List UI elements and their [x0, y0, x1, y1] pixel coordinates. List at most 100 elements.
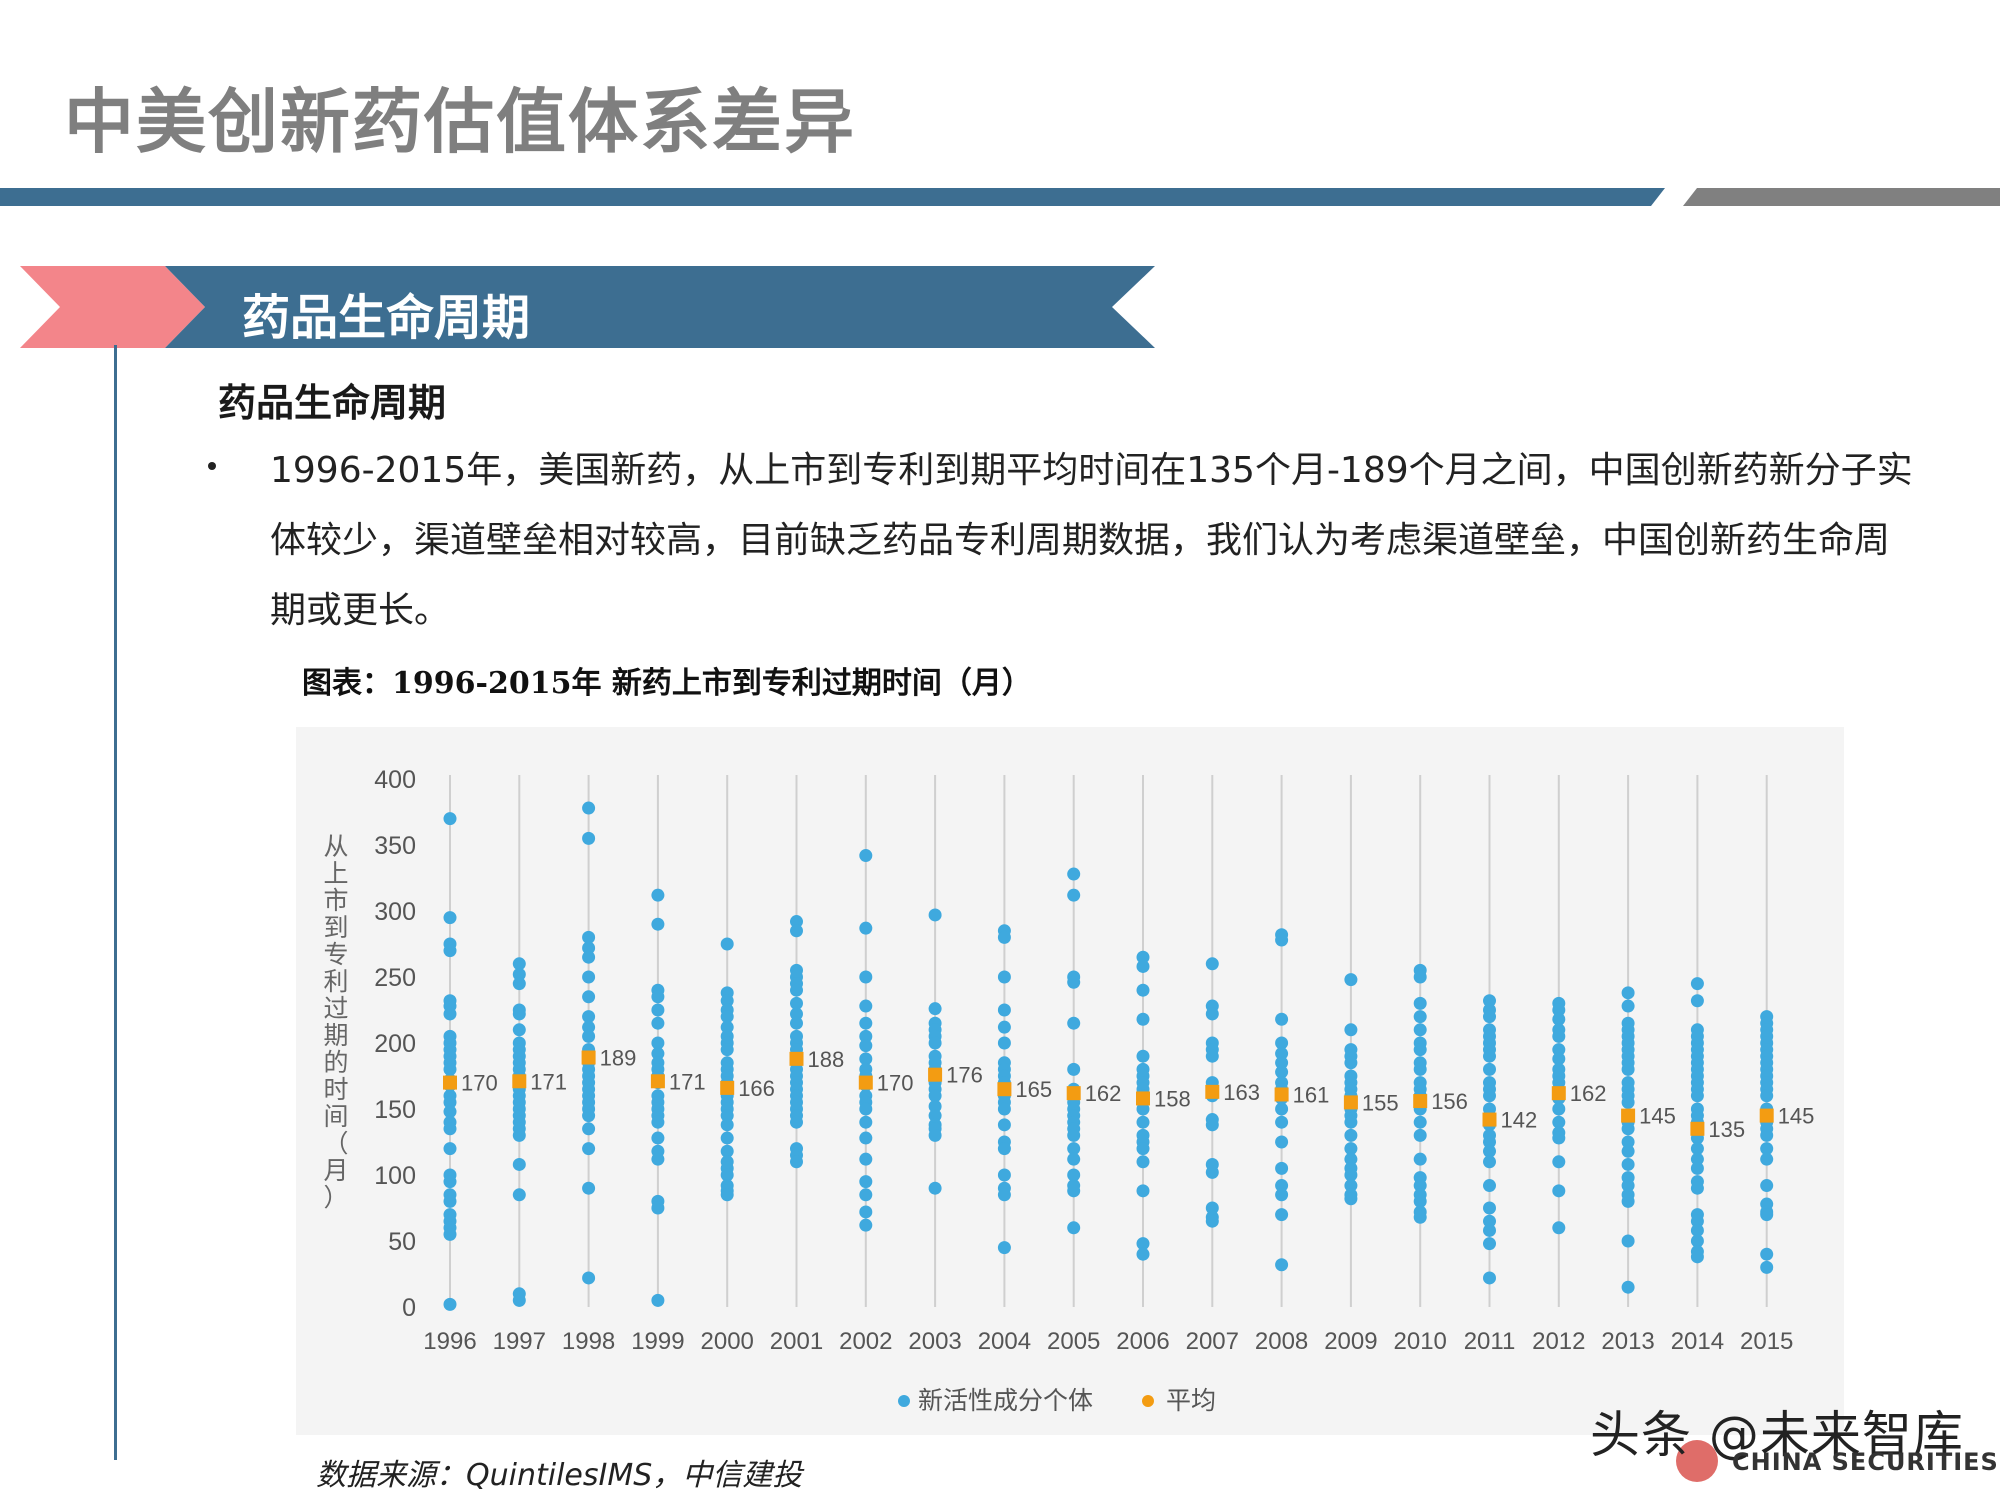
- point-2004: [997, 1188, 1011, 1202]
- point-2008: [1275, 1012, 1289, 1026]
- point-2009: [1344, 1128, 1358, 1142]
- point-2015: [1760, 1152, 1774, 1166]
- point-2009: [1344, 1168, 1358, 1182]
- point-2015: [1760, 1128, 1774, 1142]
- point-2011: [1483, 1089, 1496, 1103]
- point-1997: [512, 967, 526, 981]
- x-tick-label: 2008: [1255, 1328, 1308, 1355]
- x-tick-label: 2015: [1740, 1328, 1793, 1355]
- point-2011: [1483, 1049, 1496, 1063]
- x-tick-label: 2004: [978, 1328, 1031, 1355]
- point-2011: [1483, 1214, 1496, 1228]
- point-2005: [1067, 888, 1081, 902]
- point-2008: [1275, 1115, 1289, 1129]
- point-2010: [1413, 1210, 1427, 1224]
- legend-label-mean: 平均: [1166, 1386, 1216, 1415]
- point-2008: [1275, 1179, 1289, 1193]
- point-2009: [1344, 973, 1358, 987]
- point-2013: [1621, 1135, 1635, 1149]
- point-1996: [443, 1227, 457, 1241]
- point-2008: [1275, 1161, 1289, 1175]
- point-2002: [859, 1052, 873, 1066]
- point-2014: [1690, 977, 1704, 991]
- mean-label-2012: 162: [1570, 1081, 1607, 1106]
- point-2010: [1413, 1115, 1427, 1129]
- point-1997: [512, 1157, 526, 1171]
- x-tick-label: 1996: [423, 1328, 476, 1355]
- point-2013: [1621, 986, 1635, 1000]
- point-2001: [790, 915, 803, 929]
- point-2002: [859, 849, 873, 863]
- point-1996: [443, 812, 457, 826]
- point-2006: [1136, 1184, 1150, 1198]
- point-2005: [1067, 1168, 1081, 1182]
- point-2000: [720, 1168, 734, 1182]
- header-rule-blue: [0, 188, 1665, 206]
- mean-marker-2000: [720, 1080, 735, 1095]
- point-2010: [1413, 1043, 1427, 1057]
- point-2004: [997, 1168, 1011, 1182]
- point-2011: [1483, 1179, 1496, 1193]
- chart-caption: 图表：1996-2015年 新药上市到专利过期时间（月）: [302, 666, 1032, 701]
- point-2003: [928, 1099, 942, 1113]
- x-tick-label: 2002: [839, 1328, 892, 1355]
- y-axis-label-layer: 从上市到专利过期的时间（月）: [323, 832, 348, 1212]
- point-2008: [1275, 1135, 1289, 1149]
- point-2014: [1690, 1250, 1704, 1264]
- mean-marker-2005: [1066, 1086, 1081, 1101]
- point-1998: [582, 990, 596, 1004]
- point-2001: [790, 1016, 803, 1030]
- point-2002: [859, 1152, 873, 1166]
- point-2010: [1413, 1062, 1427, 1076]
- point-2008: [1275, 1036, 1289, 1050]
- point-2007: [1205, 1118, 1219, 1132]
- point-2010: [1413, 970, 1427, 984]
- mean-marker-1998: [581, 1050, 596, 1065]
- x-tick-label: 2001: [770, 1328, 823, 1355]
- x-tick-label: 2003: [908, 1328, 961, 1355]
- point-1999: [651, 1115, 665, 1129]
- seal-logo-icon: [1676, 1440, 1718, 1482]
- point-2008: [1275, 933, 1289, 947]
- point-1999: [651, 1152, 665, 1166]
- point-2006: [1136, 959, 1150, 973]
- mean-marker-1997: [512, 1074, 527, 1089]
- point-2013: [1621, 1234, 1635, 1248]
- point-layer: [443, 801, 1774, 1311]
- point-1996: [443, 1142, 457, 1156]
- y-tick-label: 350: [374, 832, 416, 860]
- point-2012: [1552, 1184, 1566, 1198]
- point-2011: [1483, 1135, 1496, 1149]
- point-2011: [1483, 1201, 1496, 1215]
- point-2008: [1275, 1208, 1289, 1222]
- mean-marker-1999: [650, 1074, 665, 1089]
- point-1996: [443, 1297, 457, 1311]
- point-2006: [1136, 983, 1150, 997]
- x-tick-label: 2005: [1047, 1328, 1100, 1355]
- mean-marker-2009: [1343, 1095, 1358, 1110]
- point-2000: [720, 1010, 734, 1024]
- point-2011: [1483, 1144, 1496, 1158]
- point-2015: [1760, 1089, 1774, 1103]
- point-2005: [1067, 1142, 1081, 1156]
- point-1996: [443, 1175, 457, 1189]
- point-2011: [1483, 1010, 1496, 1024]
- point-2007: [1205, 1165, 1219, 1179]
- point-2014: [1690, 1152, 1704, 1166]
- point-2013: [1621, 1122, 1635, 1136]
- mean-marker-2012: [1551, 1086, 1566, 1101]
- point-2013: [1621, 1280, 1635, 1294]
- banner-pink-arrow: [20, 266, 205, 348]
- point-2015: [1760, 1247, 1774, 1261]
- point-2002: [859, 1039, 873, 1053]
- point-1996: [443, 1062, 457, 1076]
- x-tick-label: 2012: [1532, 1328, 1585, 1355]
- point-2004: [997, 1241, 1011, 1255]
- point-2011: [1483, 1223, 1496, 1237]
- point-2011: [1483, 1237, 1496, 1251]
- grid-layer: [449, 775, 1768, 1307]
- point-2013: [1621, 1062, 1635, 1076]
- y-axis-label: 从上市到专利过期的时间（月）: [323, 832, 348, 1212]
- point-2000: [720, 1131, 734, 1145]
